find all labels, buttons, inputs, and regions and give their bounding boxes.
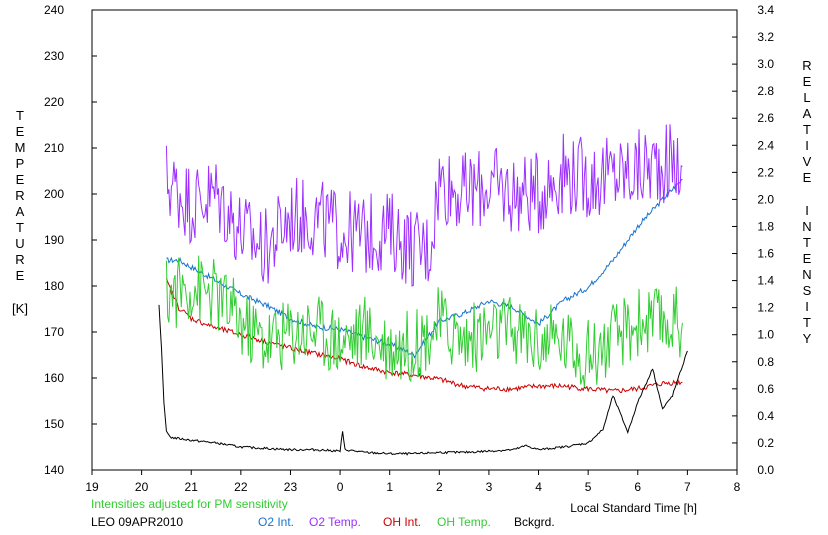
right-axis-ticks: 0.0 0.2 0.4 0.6 0.8 1.0 1.2 1.4 1.6 1.8 2.0 2.2 2.4 2… [732, 3, 774, 477]
left-axis-unit: [K] [12, 301, 28, 316]
left-tick-label: 230 [44, 49, 64, 63]
left-axis-letter: U [15, 236, 24, 251]
x-tick-label: 19 [85, 480, 99, 494]
right-axis-letter: T [803, 122, 811, 137]
left-tick-label: 240 [44, 3, 64, 17]
left-axis-letter: M [15, 140, 26, 155]
right-axis-letter: N [802, 219, 811, 234]
right-axis-letter: T [803, 235, 811, 250]
series-line-o2-temp [165, 124, 683, 287]
right-tick-label: 1.2 [757, 301, 774, 315]
legend: O2 Int. O2 Temp. OH Int. OH Temp. Bckgrd. [258, 515, 555, 529]
left-axis-letter: E [16, 268, 25, 283]
x-axis-label: Local Standard Time [h] [570, 501, 697, 515]
right-axis-letter: I [805, 203, 809, 218]
x-tick-label: 5 [585, 480, 592, 494]
left-tick-label: 170 [44, 325, 64, 339]
left-axis-letter: R [15, 252, 24, 267]
left-axis-letter: E [16, 124, 25, 139]
x-tick-label: 22 [234, 480, 248, 494]
x-tick-label: 23 [284, 480, 298, 494]
right-axis-letter: T [803, 315, 811, 330]
x-tick-label: 4 [535, 480, 542, 494]
right-axis-letter: I [805, 138, 809, 153]
series-layer [158, 124, 688, 456]
left-tick-label: 210 [44, 141, 64, 155]
left-tick-label: 190 [44, 233, 64, 247]
left-tick-label: 140 [44, 463, 64, 477]
right-axis-letter: N [802, 267, 811, 282]
left-axis-letter: P [16, 156, 25, 171]
right-tick-label: 0.2 [757, 436, 774, 450]
right-tick-label: 0.8 [757, 355, 774, 369]
legend-entry: OH Int. [383, 515, 421, 529]
right-tick-label: 3.0 [757, 57, 774, 71]
series-line-oh-temp [165, 255, 683, 388]
series-line-bckgrd [158, 304, 688, 456]
note-text: Intensities adjusted for PM sensitivity [91, 497, 288, 511]
legend-entry: O2 Int. [258, 515, 294, 529]
station-label: LEO 09APR2010 [91, 515, 183, 529]
right-tick-label: 1.8 [757, 219, 774, 233]
left-axis-ticks: 140 150 160 170 180 190 200 210 220 230 240 [44, 3, 97, 477]
x-axis-ticks: 19 20 21 22 23 0 1 2 3 4 5 6 7 8 [85, 470, 741, 494]
right-tick-label: 3.4 [757, 3, 774, 17]
right-tick-label: 3.2 [757, 30, 774, 44]
right-axis-letter: R [802, 58, 811, 73]
right-tick-label: 0.6 [757, 382, 774, 396]
right-tick-label: 2.8 [757, 84, 774, 98]
left-axis-letter: T [16, 220, 24, 235]
right-tick-label: 2.2 [757, 165, 774, 179]
x-tick-label: 21 [185, 480, 199, 494]
right-tick-label: 0.0 [757, 463, 774, 477]
x-tick-label: 7 [684, 480, 691, 494]
right-tick-label: 2.4 [757, 138, 774, 152]
left-axis-letter: R [15, 188, 24, 203]
x-tick-label: 2 [436, 480, 443, 494]
left-axis-letter: E [16, 172, 25, 187]
right-tick-label: 2.6 [757, 111, 774, 125]
x-tick-label: 1 [386, 480, 393, 494]
x-tick-label: 8 [734, 480, 741, 494]
right-axis-letter: S [803, 283, 812, 298]
right-axis-letter: E [803, 170, 812, 185]
left-tick-label: 200 [44, 187, 64, 201]
x-tick-label: 0 [337, 480, 344, 494]
right-tick-label: 1.6 [757, 247, 774, 261]
right-axis-letter: E [803, 74, 812, 89]
x-tick-label: 6 [634, 480, 641, 494]
left-axis-letter: T [16, 108, 24, 123]
left-axis-letter: A [16, 204, 25, 219]
right-axis-letter: A [803, 106, 812, 121]
legend-entry: Bckgrd. [514, 515, 555, 529]
right-axis-letter: V [803, 154, 812, 169]
x-tick-label: 20 [135, 480, 149, 494]
right-axis-letter: Y [803, 331, 812, 346]
right-axis-letter: E [803, 251, 812, 266]
left-tick-label: 180 [44, 279, 64, 293]
left-tick-label: 220 [44, 95, 64, 109]
right-tick-label: 1.0 [757, 328, 774, 342]
legend-entry: OH Temp. [437, 515, 491, 529]
series-line-o2-int [166, 178, 683, 359]
left-tick-label: 150 [44, 417, 64, 431]
x-tick-label: 3 [486, 480, 493, 494]
right-tick-label: 2.0 [757, 192, 774, 206]
left-tick-label: 160 [44, 371, 64, 385]
legend-entry: O2 Temp. [309, 515, 361, 529]
right-tick-label: 1.4 [757, 274, 774, 288]
right-axis-letter: L [803, 90, 810, 105]
right-axis-letter: I [805, 299, 809, 314]
right-tick-label: 0.4 [757, 409, 774, 423]
